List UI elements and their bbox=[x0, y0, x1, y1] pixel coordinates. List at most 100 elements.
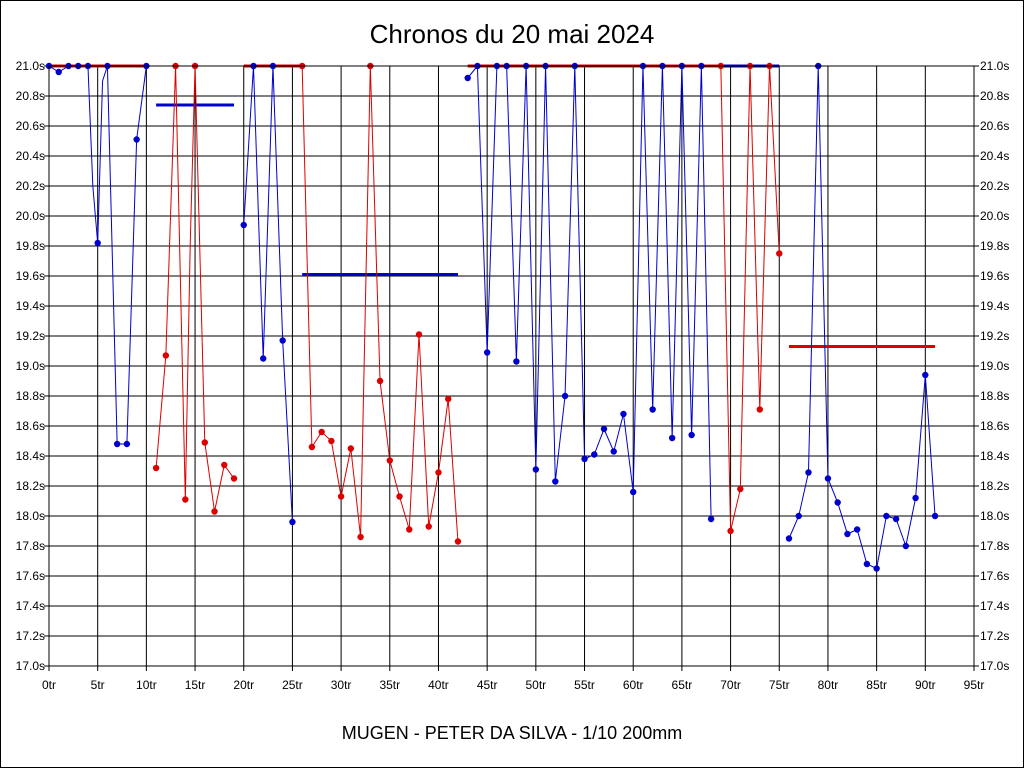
run-5-point bbox=[688, 431, 695, 439]
run-2-point bbox=[162, 352, 170, 359]
run-5-point bbox=[649, 406, 656, 413]
x-tick-label: 15tr bbox=[185, 678, 206, 692]
run-4-point bbox=[425, 523, 432, 530]
y-tick-label-right: 17.2s bbox=[980, 629, 1009, 643]
x-tick-label: 10tr bbox=[136, 678, 157, 692]
x-tick-label: 90tr bbox=[915, 678, 936, 692]
run-7-point bbox=[892, 515, 900, 523]
run-6-point bbox=[756, 406, 763, 413]
run-7-point bbox=[853, 526, 861, 533]
x-tick-label: 65tr bbox=[672, 678, 693, 692]
run-4-point bbox=[308, 443, 316, 451]
x-tick-label: 45tr bbox=[477, 678, 498, 692]
y-tick-label-right: 18.2s bbox=[980, 479, 1009, 493]
y-tick-label-left: 17.4s bbox=[16, 599, 45, 613]
y-tick-label-left: 21.0s bbox=[16, 59, 45, 73]
x-tick-label: 85tr bbox=[866, 678, 887, 692]
x-tick-label: 75tr bbox=[769, 678, 790, 692]
run-7-point bbox=[931, 512, 939, 520]
run-4-point bbox=[435, 469, 442, 476]
run-5-point bbox=[581, 455, 588, 463]
run-1-point bbox=[55, 68, 62, 76]
x-tick-label: 40tr bbox=[428, 678, 449, 692]
y-tick-label-right: 20.4s bbox=[980, 149, 1009, 163]
run-7-point bbox=[902, 542, 910, 550]
chart-title: Chronos du 20 mai 2024 bbox=[370, 19, 655, 49]
run-7-point bbox=[912, 494, 919, 502]
run-3-point bbox=[240, 221, 247, 229]
run-3-point bbox=[260, 355, 267, 362]
run-2-point bbox=[211, 508, 218, 515]
run-5-point bbox=[668, 434, 676, 442]
y-tick-label-left: 17.6s bbox=[16, 569, 45, 583]
run-3-point bbox=[279, 337, 286, 344]
run-7-point bbox=[834, 499, 841, 506]
run-4-point bbox=[357, 533, 364, 541]
y-tick-label-left: 17.2s bbox=[16, 629, 45, 643]
run-5-series bbox=[464, 62, 715, 523]
run-5-point bbox=[483, 349, 491, 356]
run-5-point bbox=[630, 488, 637, 496]
y-tick-label-right: 18.4s bbox=[980, 449, 1009, 463]
y-tick-label-left: 18.8s bbox=[16, 389, 45, 403]
y-tick-label-left: 20.0s bbox=[16, 209, 45, 223]
y-tick-label-left: 20.6s bbox=[16, 119, 45, 133]
run-7-point bbox=[785, 535, 793, 542]
x-tick-label: 80tr bbox=[818, 678, 839, 692]
run-5-point bbox=[620, 410, 627, 418]
y-tick-label-right: 18.8s bbox=[980, 389, 1009, 403]
run-5-line bbox=[467, 64, 712, 520]
run-1-point bbox=[123, 440, 131, 448]
x-tick-label: 35tr bbox=[379, 678, 400, 692]
run-4-point bbox=[376, 377, 384, 385]
y-tick-label-left: 19.2s bbox=[16, 329, 45, 343]
run-1-point bbox=[133, 136, 140, 143]
run-7-point bbox=[873, 565, 880, 572]
run-6-series bbox=[717, 62, 783, 535]
run-7-point bbox=[795, 512, 802, 520]
run-7-line bbox=[788, 65, 936, 570]
y-tick-label-left: 18.6s bbox=[16, 419, 45, 433]
run-4-point bbox=[454, 538, 462, 545]
y-tick-label-right: 17.6s bbox=[980, 569, 1009, 583]
y-tick-label-right: 18.6s bbox=[980, 419, 1009, 433]
run-3-line bbox=[243, 65, 293, 523]
run-5-point bbox=[532, 466, 540, 473]
run-4-point bbox=[347, 445, 355, 452]
run-4-point bbox=[318, 428, 325, 436]
run-4-series bbox=[298, 62, 462, 545]
x-tick-label: 70tr bbox=[720, 678, 741, 692]
run-3-point bbox=[289, 518, 296, 526]
plot-border bbox=[48, 65, 975, 667]
axis-tick-labels: 0tr 5tr 10tr 15tr 20tr 25tr 30tr 35tr 40tr 45tr 50… bbox=[16, 59, 1010, 692]
run-1-point bbox=[113, 440, 121, 448]
y-tick-label-left: 19.8s bbox=[16, 239, 45, 253]
run-7-point bbox=[824, 475, 832, 482]
run-4-point bbox=[396, 493, 403, 500]
series-layer bbox=[45, 62, 939, 572]
y-tick-label-left: 19.4s bbox=[16, 299, 45, 313]
run-5-point bbox=[707, 515, 715, 523]
run-6-point bbox=[737, 485, 744, 493]
x-tick-label: 5tr bbox=[91, 678, 105, 692]
y-tick-label-right: 19.4s bbox=[980, 299, 1009, 313]
y-tick-label-right: 20.2s bbox=[980, 179, 1009, 193]
x-tick-label: 95tr bbox=[964, 678, 985, 692]
y-tick-label-left: 17.0s bbox=[16, 659, 45, 673]
y-tick-label-left: 20.4s bbox=[16, 149, 45, 163]
run-4-line bbox=[301, 65, 459, 542]
y-tick-label-right: 20.8s bbox=[980, 89, 1009, 103]
y-tick-label-right: 20.0s bbox=[980, 209, 1009, 223]
run-7-point bbox=[922, 371, 929, 379]
x-axis-label: MUGEN - PETER DA SILVA - 1/10 200mm bbox=[342, 723, 682, 743]
run-2-point bbox=[230, 475, 238, 482]
y-tick-label-right: 18.0s bbox=[980, 509, 1009, 523]
run-6-line bbox=[720, 65, 780, 532]
y-tick-label-right: 21.0s bbox=[980, 59, 1009, 73]
x-tick-label: 0tr bbox=[42, 678, 56, 692]
y-tick-label-right: 19.8s bbox=[980, 239, 1009, 253]
y-tick-label-left: 19.0s bbox=[16, 359, 45, 373]
run-5-point bbox=[513, 358, 520, 365]
x-tick-label: 20tr bbox=[233, 678, 254, 692]
